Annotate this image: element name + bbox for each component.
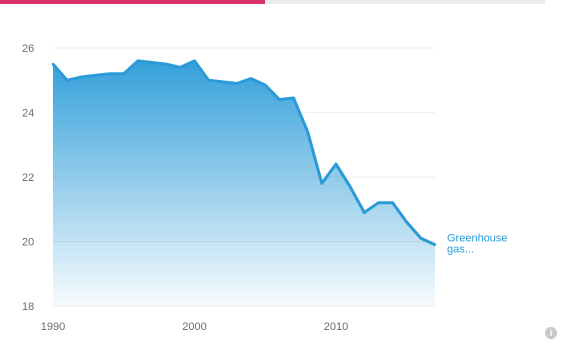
- data-point: [348, 185, 352, 188]
- series-line: [51, 59, 436, 247]
- series-label: Greenhouse gas...: [447, 233, 508, 256]
- data-point: [377, 201, 380, 204]
- data-point: [164, 62, 168, 66]
- data-point: [193, 59, 196, 63]
- data-point: [235, 82, 239, 85]
- data-point: [405, 220, 408, 224]
- y-axis-ticks: 18 20 22 24 26: [22, 43, 34, 313]
- data-point: [136, 59, 140, 63]
- data-point: [320, 182, 324, 185]
- series-group: Greenhouse gas...: [51, 59, 508, 307]
- data-point: [249, 77, 253, 80]
- info-icon[interactable]: i: [545, 327, 557, 339]
- tab-active-indicator: [0, 0, 265, 4]
- data-point: [433, 243, 437, 246]
- data-point: [65, 79, 69, 82]
- x-tick-label: 2000: [182, 321, 206, 333]
- x-tick-label: 2010: [324, 321, 348, 333]
- y-tick-label: 20: [22, 237, 34, 249]
- data-point: [207, 79, 210, 82]
- data-point: [51, 62, 55, 66]
- data-point: [150, 61, 154, 64]
- y-tick-label: 18: [22, 301, 34, 313]
- y-tick-label: 26: [22, 43, 34, 55]
- y-tick-label: 24: [22, 108, 34, 120]
- data-point: [391, 201, 394, 204]
- data-point: [221, 80, 224, 84]
- data-point: [179, 66, 182, 69]
- data-point: [363, 211, 366, 214]
- data-point: [278, 98, 281, 101]
- data-point: [122, 72, 125, 76]
- data-point: [306, 130, 309, 134]
- y-tick-label: 22: [22, 172, 34, 184]
- x-axis-ticks: 1990 2000 2010: [41, 321, 348, 333]
- x-tick-label: 1990: [41, 321, 65, 333]
- series-area: [53, 60, 435, 307]
- data-point: [264, 83, 267, 87]
- data-point: [108, 72, 111, 76]
- data-point: [334, 162, 338, 166]
- data-point: [419, 237, 423, 240]
- data-point: [94, 74, 97, 77]
- data-point: [80, 75, 83, 79]
- data-point: [292, 96, 295, 100]
- tab-bar-track: [0, 0, 545, 4]
